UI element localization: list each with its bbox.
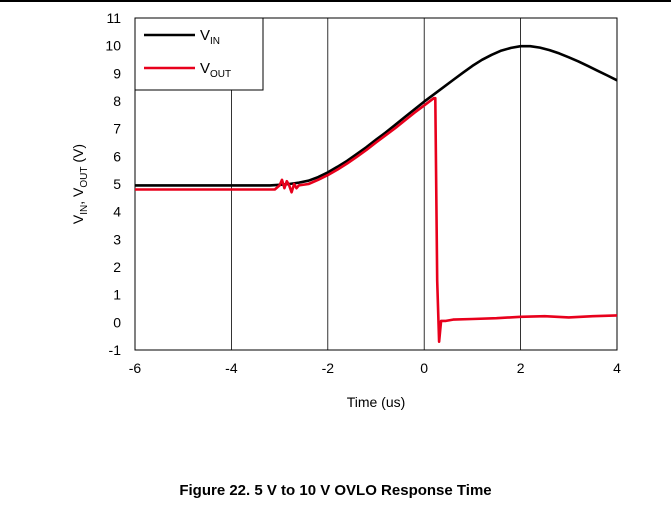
y-tick-label: 0 xyxy=(113,314,121,330)
x-tick-label: 0 xyxy=(420,360,428,376)
figure-caption: Figure 22. 5 V to 10 V OVLO Response Tim… xyxy=(179,482,492,499)
x-tick-label: 4 xyxy=(613,360,621,376)
x-tick-label: 2 xyxy=(517,360,525,376)
x-tick-label: -6 xyxy=(129,360,142,376)
y-tick-label: 9 xyxy=(113,65,121,81)
legend-label-out: VOUT xyxy=(200,60,231,80)
x-tick-label: -4 xyxy=(225,360,238,376)
y-tick-label: 2 xyxy=(113,259,121,275)
x-tick-label: -2 xyxy=(322,360,335,376)
legend-box xyxy=(134,17,264,91)
y-tick-label: 5 xyxy=(113,176,121,192)
series-line-out xyxy=(135,96,618,344)
chart: -6 -4 -2 0 2 4 -1 0 1 2 3 4 5 6 7 8 9 10 11 VIN VOUT Time (… xyxy=(70,10,621,410)
axis-ticks: -6 -4 -2 0 2 4 -1 0 1 2 3 4 5 6 7 8 9 10 11 xyxy=(105,10,621,376)
series-group xyxy=(135,44,618,344)
y-tick-label: 10 xyxy=(105,38,121,54)
legend: VIN VOUT xyxy=(134,17,264,91)
y-axis-label: VIN, VOUT (V) xyxy=(70,144,90,224)
y-tick-label: 3 xyxy=(113,231,121,247)
y-tick-label: -1 xyxy=(109,342,122,358)
y-tick-label: 8 xyxy=(113,93,121,109)
top-rule xyxy=(0,0,671,2)
series-line-in xyxy=(135,44,618,187)
y-tick-label: 7 xyxy=(113,121,121,137)
y-tick-label: 1 xyxy=(113,287,121,303)
x-axis-label: Time (us) xyxy=(347,394,406,410)
y-tick-label: 4 xyxy=(113,204,121,220)
legend-label-in: VIN xyxy=(200,27,220,47)
y-tick-label: 11 xyxy=(106,10,121,26)
y-tick-label: 6 xyxy=(113,148,121,164)
plot-frame xyxy=(134,17,618,351)
